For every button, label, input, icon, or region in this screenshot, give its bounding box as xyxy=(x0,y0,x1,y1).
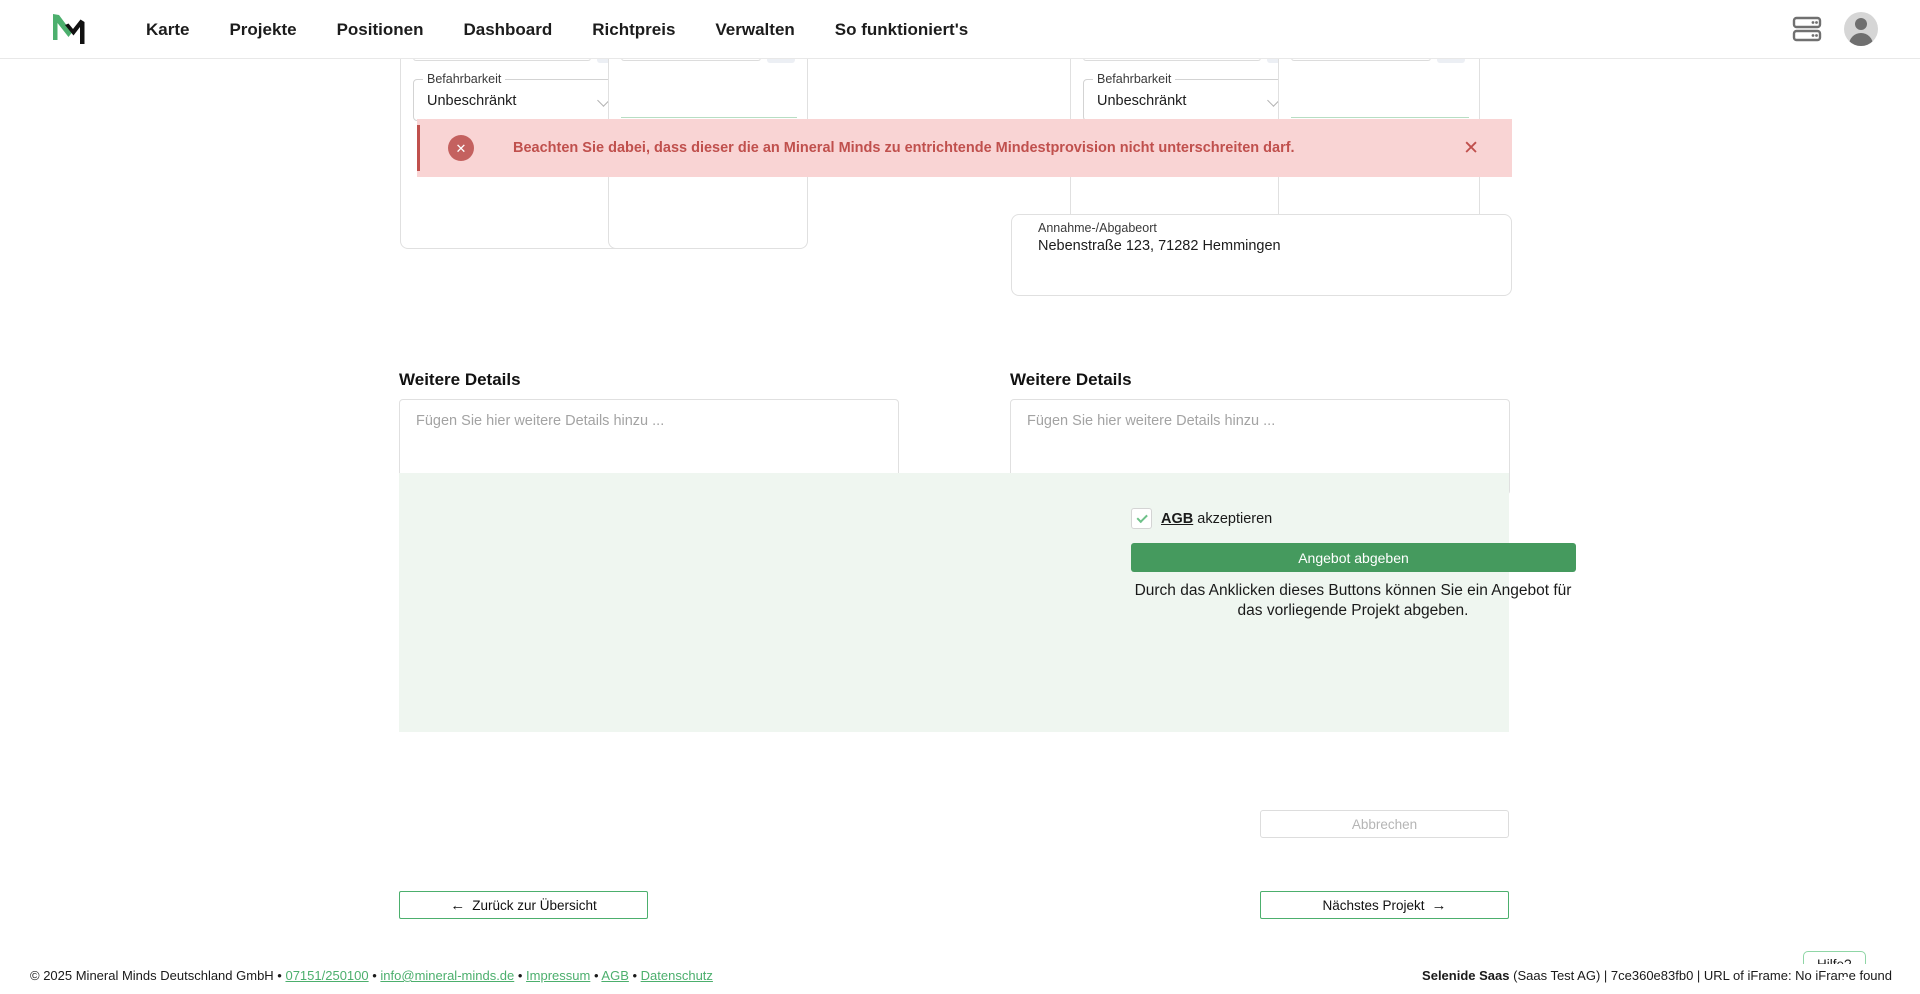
nav-item-verwalten[interactable]: Verwalten xyxy=(715,19,795,39)
top-header: Karte Projekte Positionen Dashboard Rich… xyxy=(0,0,1920,59)
page-footer: © 2025 Mineral Minds Deutschland GmbH • … xyxy=(0,964,1920,994)
nav-item-positionen[interactable]: Positionen xyxy=(336,19,424,39)
footer-left: © 2025 Mineral Minds Deutschland GmbH • … xyxy=(30,968,713,983)
footer-phone-link[interactable]: 07151/250100 xyxy=(285,968,369,983)
footer-copyright: © 2025 Mineral Minds Deutschland GmbH xyxy=(30,968,274,983)
error-message: Beachten Sie dabei, dass dieser die an M… xyxy=(513,140,1295,156)
server-stack-icon[interactable] xyxy=(1792,16,1822,42)
main-navigation: Karte Projekte Positionen Dashboard Rich… xyxy=(126,0,988,59)
error-banner: ✕ Beachten Sie dabei, dass dieser die an… xyxy=(417,119,1512,177)
address-value: Nebenstraße 123, 71282 Hemmingen xyxy=(1038,238,1281,254)
back-to-overview-label: Zurück zur Übersicht xyxy=(472,897,597,913)
agb-label: AGB akzeptieren xyxy=(1161,511,1272,527)
check-icon xyxy=(1136,511,1147,523)
next-project-button[interactable]: Nächstes Projekt → xyxy=(1260,891,1509,919)
footer-sep-1: • xyxy=(273,968,286,983)
agb-checkbox[interactable] xyxy=(1131,508,1152,529)
details-placeholder-left: Fügen Sie hier weitere Details hinzu ... xyxy=(416,413,665,429)
logo-icon xyxy=(53,14,85,44)
nav-item-so-funktionierts[interactable]: So funktioniert's xyxy=(834,19,969,39)
select-befahrbarkeit-left[interactable]: Befahrbarkeit Unbeschränkt xyxy=(413,72,621,121)
page-content: Befahrbarkeit Unbeschränkt Befahrbarkeit… xyxy=(0,51,1920,986)
arrow-left-icon: ← xyxy=(450,896,466,914)
address-field[interactable]: Annahme-/Abgabeort Nebenstraße 123, 7128… xyxy=(1025,221,1475,265)
error-circle-icon: ✕ xyxy=(448,135,474,161)
footer-sep-2: • xyxy=(368,968,381,983)
header-actions xyxy=(1792,12,1878,46)
select-value-right: Unbeschränkt xyxy=(1097,93,1187,109)
back-to-overview-button[interactable]: ← Zurück zur Übersicht xyxy=(399,891,648,919)
mineral-minds-logo[interactable] xyxy=(46,9,92,49)
agb-label-rest: akzeptieren xyxy=(1193,510,1273,527)
submit-panel: AGB akzeptieren Angebot abgeben Durch da… xyxy=(399,473,1576,732)
submit-offer-button[interactable]: Angebot abgeben xyxy=(1131,543,1576,572)
nav-item-dashboard[interactable]: Dashboard xyxy=(463,19,553,39)
details-title-right: Weitere Details xyxy=(1010,370,1132,389)
select-befahrbarkeit-right[interactable]: Befahrbarkeit Unbeschränkt xyxy=(1083,72,1291,121)
nav-item-projekte[interactable]: Projekte xyxy=(229,19,297,39)
footer-tenant-name: Selenide Saas xyxy=(1422,968,1510,983)
arrow-right-icon: → xyxy=(1431,896,1447,914)
pickup-dropoff-card: Annahme-/Abgabeort Nebenstraße 123, 7128… xyxy=(1011,214,1512,296)
server-stack-glyph xyxy=(1792,16,1822,42)
next-project-label: Nächstes Projekt xyxy=(1322,897,1425,913)
agb-row: AGB akzeptieren xyxy=(1131,508,1272,529)
footer-email-link[interactable]: info@mineral-minds.de xyxy=(380,968,515,983)
footer-impressum-link[interactable]: Impressum xyxy=(526,968,591,983)
nav-item-karte[interactable]: Karte xyxy=(146,19,190,39)
cancel-button[interactable]: Abbrechen xyxy=(1260,810,1509,838)
footer-sep-5: • xyxy=(628,968,641,983)
select-value-left: Unbeschränkt xyxy=(427,93,517,109)
divider-left-b xyxy=(621,117,797,118)
agb-link[interactable]: AGB xyxy=(1161,510,1194,527)
details-title-left: Weitere Details xyxy=(399,370,521,389)
address-legend: Annahme-/Abgabeort xyxy=(1034,221,1161,235)
details-placeholder-right: Fügen Sie hier weitere Details hinzu ... xyxy=(1027,413,1276,429)
submit-note: Durch das Anklicken dieses Buttons könne… xyxy=(1134,582,1572,619)
select-legend-left: Befahrbarkeit xyxy=(423,72,506,86)
error-accent-bar xyxy=(417,125,420,171)
divider-right-b xyxy=(1291,117,1469,118)
footer-tenant-meta: (Saas Test AG) | 7ce360e83fb0 | URL of i… xyxy=(1509,968,1892,983)
footer-datenschutz-link[interactable]: Datenschutz xyxy=(640,968,713,983)
error-close-icon[interactable]: ✕ xyxy=(1463,137,1479,159)
user-avatar-icon[interactable] xyxy=(1844,12,1878,46)
footer-sep-4: • xyxy=(590,968,602,983)
select-legend-right: Befahrbarkeit xyxy=(1093,72,1176,86)
footer-agb-link[interactable]: AGB xyxy=(601,968,629,983)
footer-sep-3: • xyxy=(514,968,527,983)
nav-item-richtpreis[interactable]: Richtpreis xyxy=(592,19,676,39)
footer-right: Selenide Saas (Saas Test AG) | 7ce360e83… xyxy=(1422,968,1892,983)
